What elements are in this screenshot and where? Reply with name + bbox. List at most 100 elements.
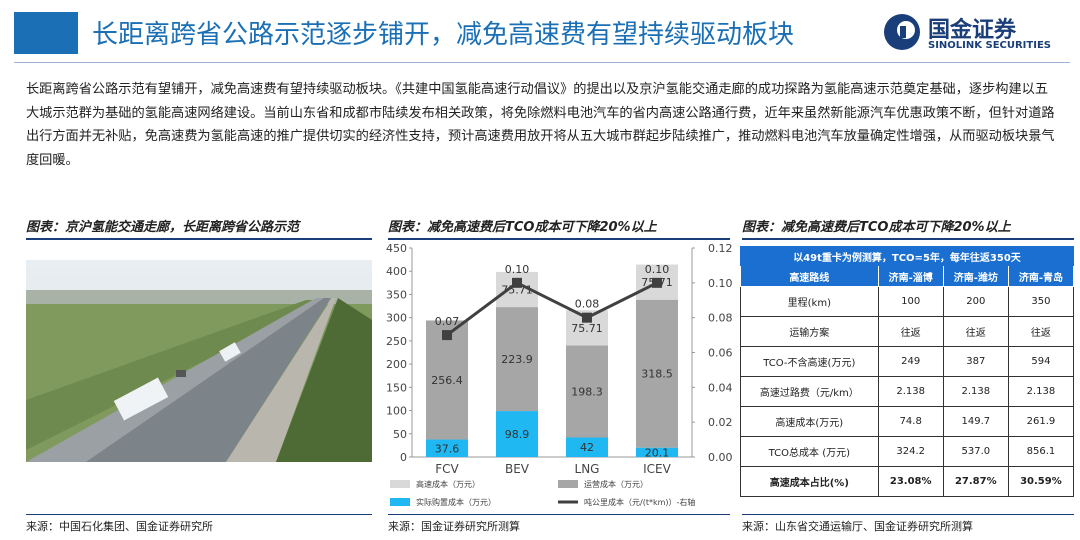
page-title: 长距离跨省公路示范逐步铺开，减免高速费有望持续驱动板块 bbox=[92, 20, 795, 50]
y-tick-label: 0 bbox=[400, 451, 407, 464]
table-cell: 27.87% bbox=[942, 466, 1009, 497]
legend-label: 吨公里成本（元/(t*km)）-右轴 bbox=[584, 497, 695, 507]
bar-segment bbox=[566, 345, 608, 438]
table-cell: 200 bbox=[942, 286, 1009, 317]
bar-segment bbox=[636, 299, 678, 448]
figure-caption: 图表：京沪氢能交通走廊，长距离跨省公路示范 bbox=[26, 220, 300, 235]
table-cell: TCO总成本 (万元) bbox=[740, 436, 879, 467]
line-marker bbox=[442, 330, 452, 341]
data-label: 20.1 bbox=[645, 446, 670, 459]
table-cell: 324.2 bbox=[877, 436, 944, 467]
table-cell: 74.8 bbox=[877, 406, 944, 437]
bar-segment bbox=[496, 307, 538, 412]
y-tick-label: 200 bbox=[386, 358, 407, 371]
x-tick-label: ICEV bbox=[643, 462, 672, 476]
data-label: 42 bbox=[580, 441, 594, 454]
caption-rule bbox=[742, 238, 1074, 240]
chart: 0 50 100 150 200 250 300 350 400 450 0.00 0.02 0.04 0… bbox=[386, 242, 732, 507]
table-cell: 2.138 bbox=[942, 376, 1009, 407]
table-cell: 249 bbox=[877, 346, 944, 377]
line bbox=[446, 281, 658, 337]
column-header: 济南-潍坊 bbox=[942, 265, 1009, 287]
data-label: 256.4 bbox=[431, 374, 463, 387]
legend-swatch bbox=[390, 480, 410, 488]
y-tick-label: 400 bbox=[386, 265, 407, 278]
y-tick-label: 300 bbox=[386, 312, 407, 325]
table-row: 高速过路费（元/km） 2.138 2.138 2.138 bbox=[740, 376, 1075, 407]
figure-caption: 图表：减免高速费后TCO成本可下降20%以上 bbox=[742, 220, 1011, 235]
table-note-row: 以49t重卡为例测算，TCO=5年，每年往返350天 bbox=[740, 246, 1074, 266]
x-tick-label: FCV bbox=[435, 462, 459, 476]
y-tick-label: 150 bbox=[386, 381, 407, 394]
y2-tick-label: 0.00 bbox=[708, 451, 732, 464]
legend-swatch bbox=[558, 480, 578, 488]
title-block bbox=[14, 12, 78, 54]
bar-segment bbox=[426, 439, 468, 457]
y-tick-label: 450 bbox=[386, 242, 407, 255]
y-tick-label: 50 bbox=[393, 428, 407, 441]
table-cell: 往返 bbox=[1007, 316, 1075, 347]
logo-name: 国金证券 bbox=[928, 18, 1017, 43]
table-cell: 856.1 bbox=[1007, 436, 1075, 467]
table-cell: 261.9 bbox=[1007, 406, 1075, 437]
table-header-row: 高速路线 济南-淄博 济南-潍坊 济南-青岛 bbox=[740, 265, 1075, 287]
legend-label: 实际购置成本（万元） bbox=[416, 497, 496, 507]
figure-source: 来源：山东省交通运输厅、国金证券研究所测算 bbox=[742, 520, 973, 533]
x-tick-label: LNG bbox=[575, 462, 600, 476]
figure-source: 来源：中国石化集团、国金证券研究所 bbox=[26, 520, 213, 533]
y2-tick-label: 0.08 bbox=[708, 312, 732, 325]
data-label: 0.10 bbox=[505, 263, 530, 276]
table-cell: 运输方案 bbox=[740, 316, 879, 347]
bar-segment bbox=[566, 437, 608, 457]
body-text: 长距离跨省公路示范有望铺开，减免高速费有望持续驱动板块。《共建中国氢能高速行动倡… bbox=[26, 82, 1055, 168]
bar-segment bbox=[426, 320, 468, 440]
data-label: 318.5 bbox=[641, 368, 673, 381]
data-label: 75.71 bbox=[571, 322, 603, 335]
table-row: 高速成本占比(%) 23.08% 27.87% 30.59% bbox=[740, 466, 1075, 497]
table-row: TCO总成本 (万元) 324.2 537.0 856.1 bbox=[740, 436, 1075, 467]
data-label: 98.9 bbox=[505, 428, 530, 441]
header-rule bbox=[14, 62, 1070, 63]
table-cell: 537.0 bbox=[942, 436, 1009, 467]
table-cell: 100 bbox=[877, 286, 944, 317]
line-marker bbox=[652, 277, 662, 288]
column-header: 济南-青岛 bbox=[1007, 265, 1075, 287]
table-cell: TCO-不含高速(万元) bbox=[740, 346, 879, 377]
source-rule bbox=[388, 514, 730, 515]
table-cell: 594 bbox=[1007, 346, 1075, 377]
line-marker bbox=[512, 277, 522, 288]
source-rule bbox=[742, 514, 1074, 515]
table-note: 以49t重卡为例测算，TCO=5年，每年往返350天 bbox=[740, 246, 1074, 266]
table-row: 运输方案 往返 往返 往返 bbox=[740, 316, 1075, 347]
bar-segment bbox=[496, 411, 538, 457]
column-header: 济南-淄博 bbox=[877, 265, 944, 287]
y-tick-label: 350 bbox=[386, 288, 407, 301]
table-cell: 里程(km) bbox=[740, 286, 879, 317]
y-tick-label: 250 bbox=[386, 335, 407, 348]
table-cell: 高速成本占比(%) bbox=[740, 466, 879, 497]
table-row: 里程(km) 100 200 350 bbox=[740, 286, 1075, 317]
legend-label: 运营成本（万元） bbox=[584, 479, 648, 489]
legend-label: 高速成本（万元） bbox=[416, 479, 480, 489]
table-row: 高速成本(万元) 74.8 149.7 261.9 bbox=[740, 406, 1075, 437]
y-tick-label: 100 bbox=[386, 405, 407, 418]
logo-icon bbox=[884, 14, 920, 50]
y2-tick-label: 0.10 bbox=[708, 277, 732, 290]
column-header: 高速路线 bbox=[740, 265, 879, 287]
data-label: 223.9 bbox=[501, 353, 533, 366]
y2-tick-label: 0.06 bbox=[708, 347, 732, 360]
data-label: 37.6 bbox=[435, 442, 460, 455]
table-cell: 149.7 bbox=[942, 406, 1009, 437]
figure-caption: 图表：减免高速费后TCO成本可下降20%以上 bbox=[388, 220, 657, 235]
line-marker bbox=[582, 312, 592, 323]
bar-segment bbox=[636, 447, 678, 457]
legend-swatch bbox=[390, 498, 410, 506]
table-cell: 2.138 bbox=[877, 376, 944, 407]
table-cell: 2.138 bbox=[1007, 376, 1075, 407]
y2-tick-label: 0.02 bbox=[708, 416, 732, 429]
table-cell: 高速成本(万元) bbox=[740, 406, 879, 437]
data-label: 198.3 bbox=[571, 385, 603, 398]
table-cell: 往返 bbox=[942, 316, 1009, 347]
table-cell: 23.08% bbox=[877, 466, 944, 497]
table-row: TCO-不含高速(万元) 249 387 594 bbox=[740, 346, 1075, 377]
